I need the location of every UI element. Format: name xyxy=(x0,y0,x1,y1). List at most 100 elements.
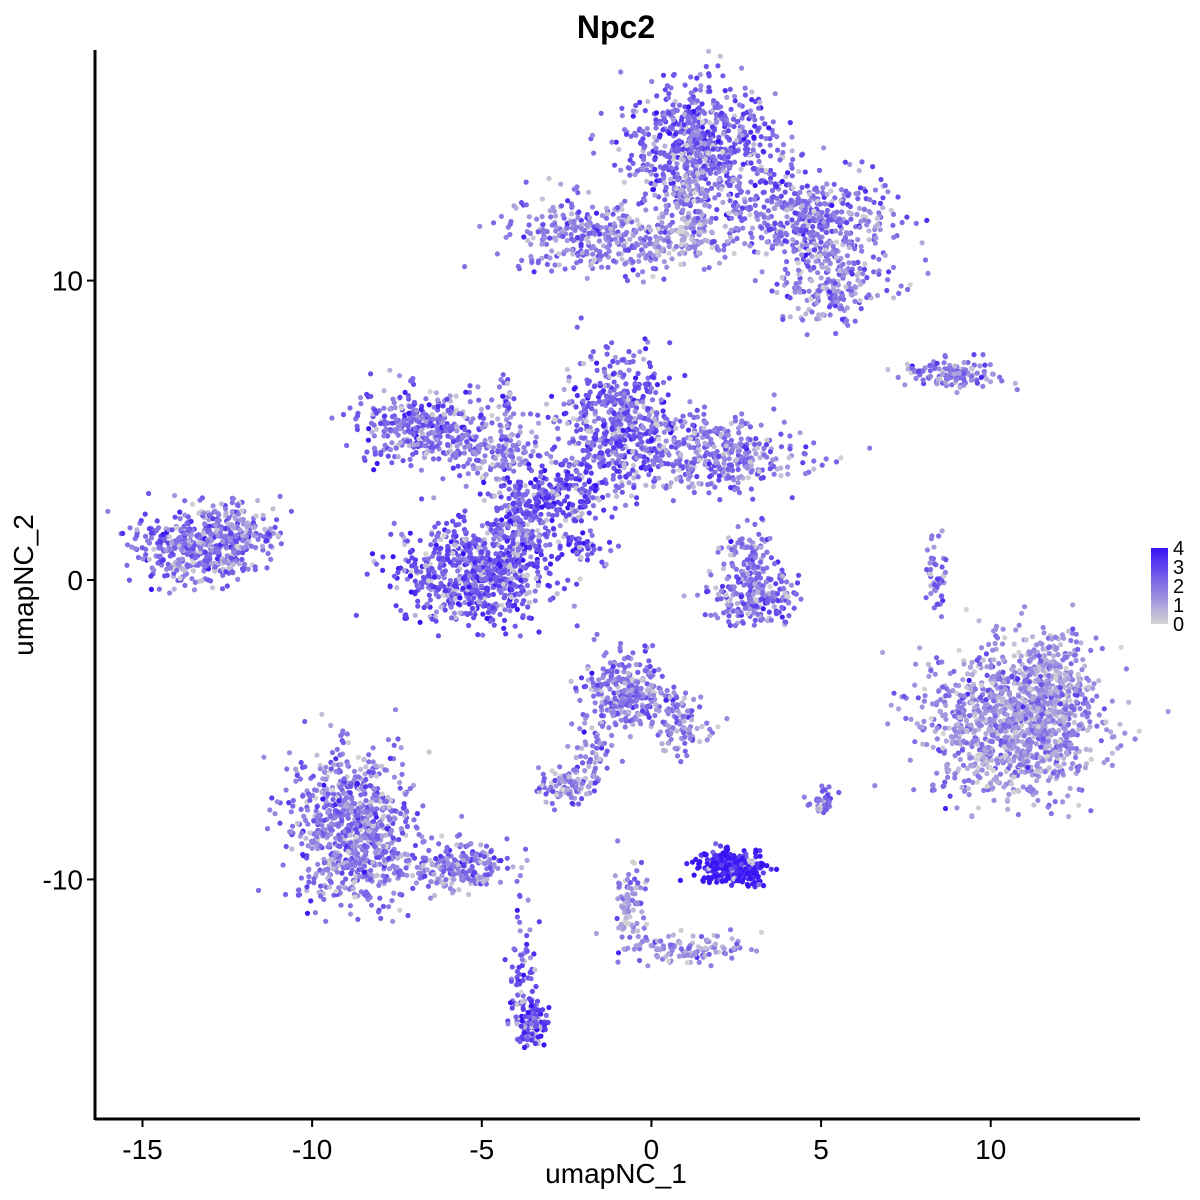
data-point xyxy=(361,455,367,461)
data-point xyxy=(643,346,649,352)
data-point xyxy=(861,206,868,212)
data-point xyxy=(837,268,843,274)
data-point xyxy=(673,460,680,466)
data-point xyxy=(579,226,585,232)
data-point xyxy=(707,474,713,480)
data-point xyxy=(924,217,930,223)
data-point xyxy=(476,445,483,451)
data-point xyxy=(832,214,838,220)
data-point xyxy=(585,498,592,504)
data-point xyxy=(761,214,767,220)
data-point xyxy=(674,161,680,167)
data-point xyxy=(564,420,571,426)
data-point xyxy=(388,428,394,434)
data-point xyxy=(444,520,450,527)
data-point xyxy=(824,213,830,219)
data-point xyxy=(785,464,791,470)
data-point xyxy=(811,458,817,464)
data-point xyxy=(503,234,509,240)
data-point xyxy=(477,223,483,229)
data-point xyxy=(539,214,545,220)
data-point xyxy=(529,259,535,265)
data-point xyxy=(411,432,417,438)
data-point xyxy=(630,358,636,365)
data-point xyxy=(712,104,718,110)
data-point xyxy=(627,415,634,421)
data-point xyxy=(578,258,584,264)
data-point xyxy=(748,113,754,119)
data-point xyxy=(885,189,891,195)
data-point xyxy=(676,467,682,473)
data-point xyxy=(726,456,732,462)
data-point xyxy=(634,501,640,507)
data-point xyxy=(696,457,703,463)
data-point xyxy=(673,476,679,482)
data-point xyxy=(597,444,603,450)
data-point xyxy=(519,459,525,465)
data-point xyxy=(463,389,469,395)
data-point xyxy=(851,284,858,290)
data-point xyxy=(408,463,414,469)
data-point xyxy=(399,405,405,411)
data-point xyxy=(627,172,633,178)
data-point xyxy=(355,410,361,416)
data-point xyxy=(463,483,469,489)
data-point xyxy=(364,449,370,455)
data-point xyxy=(779,274,785,281)
data-point xyxy=(570,502,576,508)
data-point xyxy=(842,234,848,241)
data-point xyxy=(470,539,476,545)
data-point xyxy=(164,572,170,578)
data-point xyxy=(596,231,603,237)
data-point xyxy=(389,460,395,466)
data-point xyxy=(554,425,561,431)
data-point xyxy=(566,486,572,492)
data-point xyxy=(576,440,582,446)
data-point xyxy=(485,404,491,410)
data-point xyxy=(400,458,406,464)
data-point xyxy=(368,371,374,377)
data-point xyxy=(617,397,623,403)
data-point xyxy=(586,189,592,195)
data-point xyxy=(574,428,580,434)
data-point xyxy=(555,472,561,478)
data-point xyxy=(154,518,160,524)
data-point xyxy=(462,264,468,270)
data-point xyxy=(511,203,517,209)
data-point xyxy=(848,269,854,275)
data-point xyxy=(787,182,793,188)
data-point xyxy=(817,235,823,241)
data-point xyxy=(699,175,705,181)
data-point xyxy=(811,440,817,446)
data-point xyxy=(666,375,673,381)
data-point xyxy=(766,125,772,131)
data-point xyxy=(848,210,854,216)
data-point xyxy=(702,190,708,196)
data-point xyxy=(874,216,880,222)
data-point xyxy=(619,206,625,212)
data-point xyxy=(717,497,723,503)
data-point xyxy=(609,139,615,145)
data-point xyxy=(691,218,697,224)
data-point xyxy=(578,315,584,321)
data-point xyxy=(678,187,685,193)
data-point xyxy=(469,605,475,612)
data-point xyxy=(637,435,643,441)
data-point xyxy=(856,205,863,211)
data-point xyxy=(574,260,580,266)
data-point xyxy=(553,459,559,465)
data-point xyxy=(149,530,155,536)
data-point xyxy=(664,264,670,270)
data-point xyxy=(716,477,722,483)
data-point xyxy=(611,445,617,451)
data-point xyxy=(687,96,693,102)
data-point xyxy=(556,262,562,268)
data-point xyxy=(470,568,476,574)
data-point xyxy=(660,379,667,386)
data-point xyxy=(790,237,796,243)
data-point xyxy=(808,296,814,302)
data-point xyxy=(562,498,568,504)
data-point xyxy=(573,459,579,465)
data-point xyxy=(870,164,876,170)
data-point xyxy=(552,416,558,422)
